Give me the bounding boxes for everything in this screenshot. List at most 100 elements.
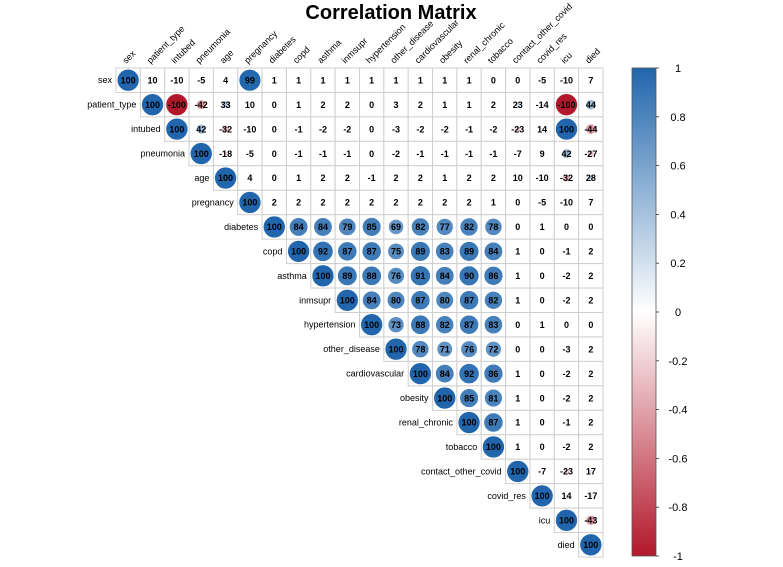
correlation-circle <box>435 218 454 236</box>
row-label: renal_chronic <box>399 418 454 428</box>
cell-value: -2 <box>416 124 424 134</box>
grid-cell <box>310 140 336 167</box>
cell-value: 100 <box>510 467 525 477</box>
grid-cell <box>407 189 434 216</box>
cell-value: -5 <box>246 149 254 159</box>
cell-value: -43 <box>584 516 597 526</box>
cell-value: 80 <box>440 295 450 305</box>
cell-value: 83 <box>488 320 498 330</box>
colorbar-tick-label: 0 <box>675 307 681 319</box>
cell-value: 100 <box>559 124 574 134</box>
cell-value: -2 <box>562 442 570 452</box>
correlation-circle <box>384 337 408 361</box>
colorbar-tick-label: 0.4 <box>670 209 685 221</box>
cell-value: 7 <box>588 75 593 85</box>
cell-value: 1 <box>515 442 520 452</box>
cell-value: 100 <box>194 149 209 159</box>
grid-cell <box>334 91 360 118</box>
cell-value: 4 <box>247 173 252 183</box>
cell-value: -100 <box>557 100 575 110</box>
correlation-circle <box>249 177 251 179</box>
correlation-circle <box>248 128 252 131</box>
cell-value: 1 <box>320 75 325 85</box>
correlation-circle <box>312 240 334 262</box>
correlation-circle <box>411 340 430 359</box>
correlation-circle <box>587 150 594 157</box>
cell-value: 14 <box>537 124 547 134</box>
cell-value: -1 <box>295 124 303 134</box>
colorbar-ticks: 1 0.8 0.6 0.4 0.2 0 -0.2 -0.4 -0.6 -0.8 -1 <box>656 63 687 563</box>
cell-value: 0 <box>540 418 545 428</box>
cell-value: 1 <box>418 75 423 85</box>
cell-value: 69 <box>391 222 401 232</box>
grid-cell <box>578 458 604 485</box>
correlation-circle <box>482 435 505 459</box>
cell-value: -2 <box>489 124 497 134</box>
row-label: obesity <box>400 393 429 403</box>
correlation-circle <box>221 101 230 109</box>
cell-value: 2 <box>491 173 496 183</box>
grid-cell <box>359 116 385 142</box>
cell-value: 78 <box>415 344 425 354</box>
cell-value: 100 <box>583 540 598 550</box>
cell-value: 0 <box>515 198 520 208</box>
cell-value: -1 <box>465 124 473 134</box>
grid-cell <box>310 116 336 142</box>
correlation-circle <box>336 288 359 312</box>
cell-value: 0 <box>272 173 277 183</box>
row-label: died <box>558 540 575 550</box>
cell-value: 0 <box>272 124 277 134</box>
colorbar-tick-label: -0.6 <box>669 453 688 465</box>
correlation-circle <box>485 340 502 358</box>
cell-value: 1 <box>345 75 350 85</box>
cell-value: 92 <box>318 247 328 257</box>
grid-cell <box>553 360 580 387</box>
correlation-circle <box>541 79 543 81</box>
correlation-circle <box>386 291 406 310</box>
correlation-circle <box>387 242 405 260</box>
cell-value: 1 <box>515 369 520 379</box>
grid-cell <box>553 409 580 436</box>
cell-value: 72 <box>488 344 498 354</box>
cell-value: -1 <box>416 149 424 159</box>
correlation-circle <box>196 100 206 110</box>
cell-value: 100 <box>340 295 355 305</box>
correlation-circle <box>484 315 503 335</box>
cell-value: 2 <box>588 393 593 403</box>
cell-value: -2 <box>562 271 570 281</box>
cell-value: 79 <box>342 222 352 232</box>
correlation-circle <box>483 363 504 384</box>
cell-value: 10 <box>148 75 158 85</box>
correlation-circle <box>585 99 596 110</box>
cell-value: 2 <box>369 198 374 208</box>
correlation-circle <box>338 217 357 236</box>
cell-value: -14 <box>536 100 549 110</box>
grid-cell <box>310 91 336 118</box>
row-label: asthma <box>277 271 307 281</box>
cell-value: -27 <box>584 149 597 159</box>
cell-value: -1 <box>441 149 449 159</box>
correlation-circle <box>311 264 335 288</box>
grid-cell <box>553 287 580 313</box>
correlation-circle <box>460 340 478 358</box>
cell-value: 100 <box>389 344 404 354</box>
correlation-circle <box>289 217 309 237</box>
cell-value: -7 <box>538 467 546 477</box>
cell-value: -1 <box>562 418 570 428</box>
grid-cell <box>383 91 409 118</box>
cell-value: -1 <box>465 149 473 159</box>
grid-cell <box>334 189 360 216</box>
cell-value: 2 <box>394 173 399 183</box>
correlation-circle <box>586 515 596 526</box>
cell-value: 0 <box>540 344 545 354</box>
correlation-circle <box>409 362 432 385</box>
cell-value: 2 <box>418 100 423 110</box>
cell-value: 2 <box>394 198 399 208</box>
cell-value: -7 <box>514 149 522 159</box>
cell-value: -1 <box>343 149 351 159</box>
cell-value: 86 <box>488 271 498 281</box>
grid-cell <box>529 336 555 362</box>
correlation-circle <box>555 117 578 141</box>
grid-cell <box>456 189 482 216</box>
grid-cell <box>578 287 604 313</box>
